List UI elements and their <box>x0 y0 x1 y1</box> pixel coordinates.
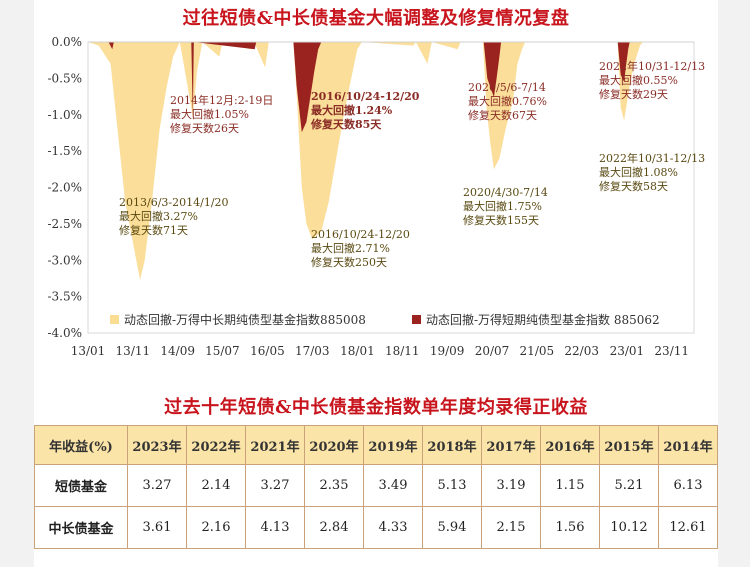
row-label: 短债基金 <box>34 464 128 507</box>
annotation-label: 最大回撤1.05% <box>170 107 249 121</box>
table-cell: 1.15 <box>540 464 600 507</box>
legend-label-1: 动态回撤-万得中长期纯债型基金指数885008 <box>124 312 366 327</box>
annotation-label: 修复天数67天 <box>468 108 537 122</box>
x-tick-label: 18/11 <box>385 344 420 358</box>
y-tick-label: -2.5% <box>47 217 82 231</box>
table-cell: 5.13 <box>422 464 482 507</box>
annotation-label: 2013/6/3-2014/1/20 <box>119 196 229 209</box>
table-header-row: 年收益(%) 2023年 2022年 2021年 2020年 2019年 201… <box>34 425 718 465</box>
header-cell-year: 2016年 <box>540 425 600 465</box>
table-cell: 2.15 <box>481 506 541 549</box>
header-cell-year: 2018年 <box>422 425 482 465</box>
legend-swatch-1 <box>110 315 119 324</box>
annotation-label: 修复天数26天 <box>170 121 239 135</box>
annotation-label: 2022年10/31-12/13 <box>599 151 705 165</box>
y-tick-label: -3.0% <box>47 253 82 267</box>
table-row: 中长债基金 3.61 2.16 4.13 2.84 4.33 5.94 2.15… <box>34 506 718 549</box>
annotation-label: 2014年12月:2-19日 <box>170 93 273 107</box>
table-title: 过去十年短债&中长债基金指数单年度均录得正收益 <box>164 397 588 418</box>
table-cell: 4.33 <box>363 506 423 549</box>
legend-label-2: 动态回撤-万得短期纯债型基金指数 885062 <box>426 312 660 327</box>
table-cell: 4.13 <box>245 506 305 549</box>
x-tick-label: 13/01 <box>71 344 106 358</box>
y-tick-label: -1.0% <box>47 108 82 122</box>
table-cell: 3.61 <box>127 506 187 549</box>
annotation-label: 2016/10/24-12/20 <box>311 228 410 241</box>
annotation-label: 2020/4/30-7/14 <box>463 186 548 199</box>
table-cell: 3.49 <box>363 464 423 507</box>
table-row: 短债基金 3.27 2.14 3.27 2.35 3.49 5.13 3.19 … <box>34 464 718 507</box>
annotation-label: 修复天数155天 <box>463 213 539 227</box>
x-tick-label: 20/07 <box>475 344 510 358</box>
table-cell: 2.16 <box>186 506 246 549</box>
annotation-label: 修复天数85天 <box>310 117 382 131</box>
x-tick-label: 22/03 <box>564 344 599 358</box>
x-tick-label: 16/05 <box>250 344 285 358</box>
header-cell-year: 2022年 <box>186 425 246 465</box>
drawdown-chart: 0.0% -0.5% -1.0% -1.5% -2.0% -2.5% -3.0% -3.5% -… <box>47 35 705 358</box>
x-tick-label: 23/01 <box>610 344 645 358</box>
table-cell: 2.84 <box>304 506 364 549</box>
table-cell: 3.19 <box>481 464 541 507</box>
row-label: 中长债基金 <box>34 506 128 549</box>
annotation-label: 最大回撤3.27% <box>119 209 198 223</box>
annotation-label: 修复天数29天 <box>599 87 668 101</box>
table-cell: 3.27 <box>127 464 187 507</box>
table-cell: 2.35 <box>304 464 364 507</box>
x-tick-label: 23/11 <box>654 344 689 358</box>
annotation-label: 修复天数71天 <box>119 223 188 237</box>
annotation-label: 修复天数250天 <box>311 255 387 269</box>
annotation-label: 最大回撤0.55% <box>599 73 678 87</box>
table-cell: 12.61 <box>658 506 718 549</box>
y-tick-label: -2.0% <box>47 181 82 195</box>
table-cell: 1.56 <box>540 506 600 549</box>
x-tick-label: 13/11 <box>116 344 151 358</box>
x-tick-label: 17/03 <box>295 344 330 358</box>
annotation-label: 2022年10/31-12/13 <box>599 59 705 73</box>
table-cell: 6.13 <box>658 464 718 507</box>
annotation-label: 最大回撤1.24% <box>311 103 393 117</box>
annotation-label: 2020/5/6-7/14 <box>468 81 546 94</box>
y-tick-label: -3.5% <box>47 290 82 304</box>
annual-returns-table: 年收益(%) 2023年 2022年 2021年 2020年 2019年 201… <box>34 425 718 549</box>
x-tick-label: 19/09 <box>430 344 465 358</box>
x-tick-label: 21/05 <box>520 344 555 358</box>
y-tick-label: -0.5% <box>47 71 82 85</box>
table-cell: 10.12 <box>599 506 659 549</box>
annotation-label: 最大回撤1.75% <box>463 199 542 213</box>
header-cell-year: 2017年 <box>481 425 541 465</box>
header-cell-year: 2020年 <box>304 425 364 465</box>
annotation-label: 最大回撤2.71% <box>311 241 390 255</box>
y-tick-label: -4.0% <box>47 326 82 340</box>
table-cell: 5.94 <box>422 506 482 549</box>
x-tick-label: 15/07 <box>205 344 240 358</box>
y-tick-label: 0.0% <box>52 35 83 49</box>
annotation-label: 2016/10/24-12/20 <box>311 90 420 103</box>
header-cell-year: 2019年 <box>363 425 423 465</box>
chart-title: 过往短债&中长债基金大幅调整及修复情况复盘 <box>182 8 570 29</box>
annotation-label: 最大回撤1.08% <box>599 165 678 179</box>
annotation-label: 最大回撤0.76% <box>468 94 547 108</box>
x-tick-label: 14/09 <box>160 344 195 358</box>
legend-swatch-2 <box>412 315 421 324</box>
header-cell-year: 2021年 <box>245 425 305 465</box>
header-cell-year: 2023年 <box>127 425 187 465</box>
x-tick-label: 18/01 <box>340 344 375 358</box>
table-cell: 5.21 <box>599 464 659 507</box>
header-cell-year: 2015年 <box>599 425 659 465</box>
series-area-1 <box>88 42 694 280</box>
header-cell-label: 年收益(%) <box>34 425 128 465</box>
annotation-label: 修复天数58天 <box>599 179 668 193</box>
table-cell: 3.27 <box>245 464 305 507</box>
table-cell: 2.14 <box>186 464 246 507</box>
y-tick-label: -1.5% <box>47 144 82 158</box>
header-cell-year: 2014年 <box>658 425 718 465</box>
report-sheet: 过往短债&中长债基金大幅调整及修复情况复盘 0.0% -0.5% -1.0% -1.5… <box>34 0 718 567</box>
